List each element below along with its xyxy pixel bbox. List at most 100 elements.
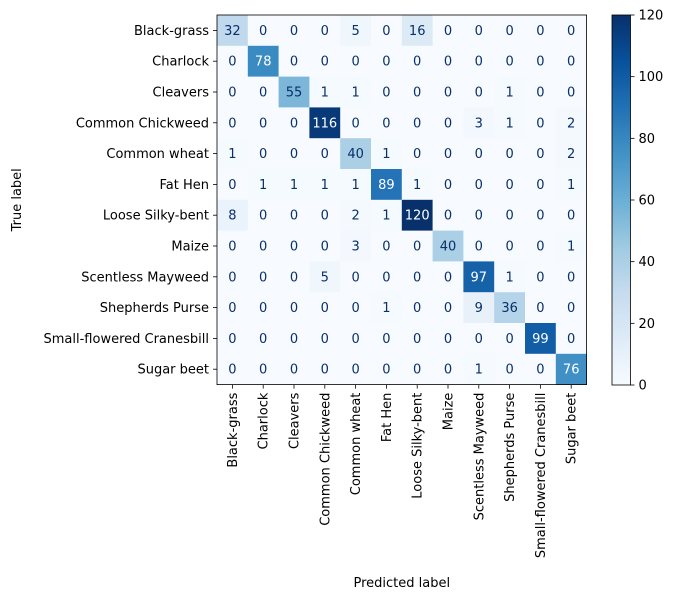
- colorbar: [611, 14, 631, 386]
- heatmap-cell: [401, 45, 433, 77]
- y-tick-label: Fat Hen: [160, 178, 210, 193]
- cell-value-label: 1: [321, 178, 329, 193]
- heatmap-cell: [309, 292, 341, 324]
- heatmap-cell: [371, 76, 403, 108]
- y-tick-label: Loose Silky-bent: [103, 209, 209, 224]
- heatmap-cell: [309, 107, 341, 139]
- colorbar-tick-label: 0: [639, 379, 647, 394]
- heatmap-cell: [494, 353, 526, 385]
- cell-value-label: 0: [475, 240, 483, 255]
- heatmap-cell: [309, 230, 341, 262]
- cell-value-label: 0: [413, 270, 421, 285]
- colorbar-tick-label: 120: [639, 9, 664, 24]
- heatmap-cell: [555, 15, 587, 47]
- y-tick-label: Black-grass: [134, 24, 209, 39]
- cell-value-label: 0: [444, 301, 452, 316]
- cell-value-label: 1: [505, 270, 513, 285]
- heatmap-cell: [371, 138, 403, 170]
- heatmap-cell: [432, 353, 464, 385]
- cell-value-label: 0: [321, 147, 329, 162]
- x-tick-label: Black-grass: [226, 392, 241, 467]
- heatmap-cell: [340, 15, 372, 47]
- cell-value-label: 0: [259, 147, 267, 162]
- heatmap-cell: [555, 169, 587, 201]
- cell-value-label: 0: [413, 301, 421, 316]
- cell-value-label: 0: [321, 301, 329, 316]
- heatmap-cell: [463, 353, 495, 385]
- heatmap-cell: [278, 323, 310, 355]
- cell-value-label: 3: [475, 116, 483, 131]
- heatmap-cell: [247, 199, 279, 231]
- cell-value-label: 0: [475, 24, 483, 39]
- heatmap-cell: [278, 76, 310, 108]
- heatmap-cell: [432, 15, 464, 47]
- heatmap-cell: [340, 230, 372, 262]
- heatmap-cell: [217, 138, 249, 170]
- colorbar-tick-label: 60: [639, 194, 656, 209]
- heatmap-cell: [371, 169, 403, 201]
- cell-value-label: 0: [228, 270, 236, 285]
- cell-value-label: 0: [413, 363, 421, 378]
- cell-value-label: 0: [259, 240, 267, 255]
- cell-value-label: 0: [259, 363, 267, 378]
- heatmap-cell: [432, 230, 464, 262]
- heatmap-cell: [555, 230, 587, 262]
- cell-value-label: 0: [290, 24, 298, 39]
- heatmap-cell: [247, 45, 279, 77]
- cell-value-label: 1: [382, 147, 390, 162]
- heatmap-cell: [340, 45, 372, 77]
- cell-value-label: 0: [536, 209, 544, 224]
- heatmap-cell: [463, 76, 495, 108]
- heatmap-cell: [463, 107, 495, 139]
- cell-value-label: 0: [228, 301, 236, 316]
- cell-value-label: 0: [290, 116, 298, 131]
- plot-frame: [216, 14, 588, 386]
- heatmap-cell: [217, 261, 249, 293]
- cell-value-label: 0: [321, 209, 329, 224]
- cell-value-label: 0: [505, 178, 513, 193]
- cell-value-label: 0: [444, 178, 452, 193]
- heatmap-cell: [217, 323, 249, 355]
- heatmap-cell: [525, 292, 557, 324]
- cell-value-label: 0: [228, 363, 236, 378]
- heatmap-cell: [371, 323, 403, 355]
- heatmap-cell: [401, 199, 433, 231]
- heatmap-cell: [371, 353, 403, 385]
- heatmap-cell: [371, 230, 403, 262]
- x-tick-label: Common Chickweed: [318, 393, 333, 526]
- heatmap-cell: [555, 199, 587, 231]
- heatmap-cell: [278, 15, 310, 47]
- heatmap-cell: [494, 138, 526, 170]
- cell-value-label: 0: [290, 240, 298, 255]
- cell-value-label: 89: [378, 178, 395, 193]
- cell-value-label: 0: [444, 363, 452, 378]
- heatmap-cell: [309, 45, 341, 77]
- heatmap-cell: [309, 353, 341, 385]
- heatmap-cell: [555, 292, 587, 324]
- heatmap-cell: [217, 76, 249, 108]
- heatmap-cell: [555, 353, 587, 385]
- heatmap-cell: [278, 107, 310, 139]
- cell-value-label: 0: [413, 116, 421, 131]
- heatmap-cell: [463, 292, 495, 324]
- heatmap-cell: [340, 107, 372, 139]
- heatmap-cell: [525, 230, 557, 262]
- heatmap-cell: [555, 45, 587, 77]
- colorbar-ticks: 0 20 40 60 80 100 120: [630, 9, 664, 394]
- cell-value-label: 0: [536, 301, 544, 316]
- cell-value-label: 0: [413, 147, 421, 162]
- heatmap-cell: [494, 45, 526, 77]
- heatmap-cell: [217, 199, 249, 231]
- heatmap-cell: [217, 353, 249, 385]
- heatmap-cell: [494, 107, 526, 139]
- x-axis-label: Predicted label: [353, 576, 450, 591]
- y-tick-label: Sugar beet: [137, 363, 209, 378]
- cell-value-label: 0: [413, 332, 421, 347]
- heatmap-cell: [555, 107, 587, 139]
- cell-value-label: 0: [382, 116, 390, 131]
- heatmap-cell: [463, 323, 495, 355]
- heatmap-cell: [247, 169, 279, 201]
- cell-value-label: 0: [444, 209, 452, 224]
- heatmap-cell: [401, 292, 433, 324]
